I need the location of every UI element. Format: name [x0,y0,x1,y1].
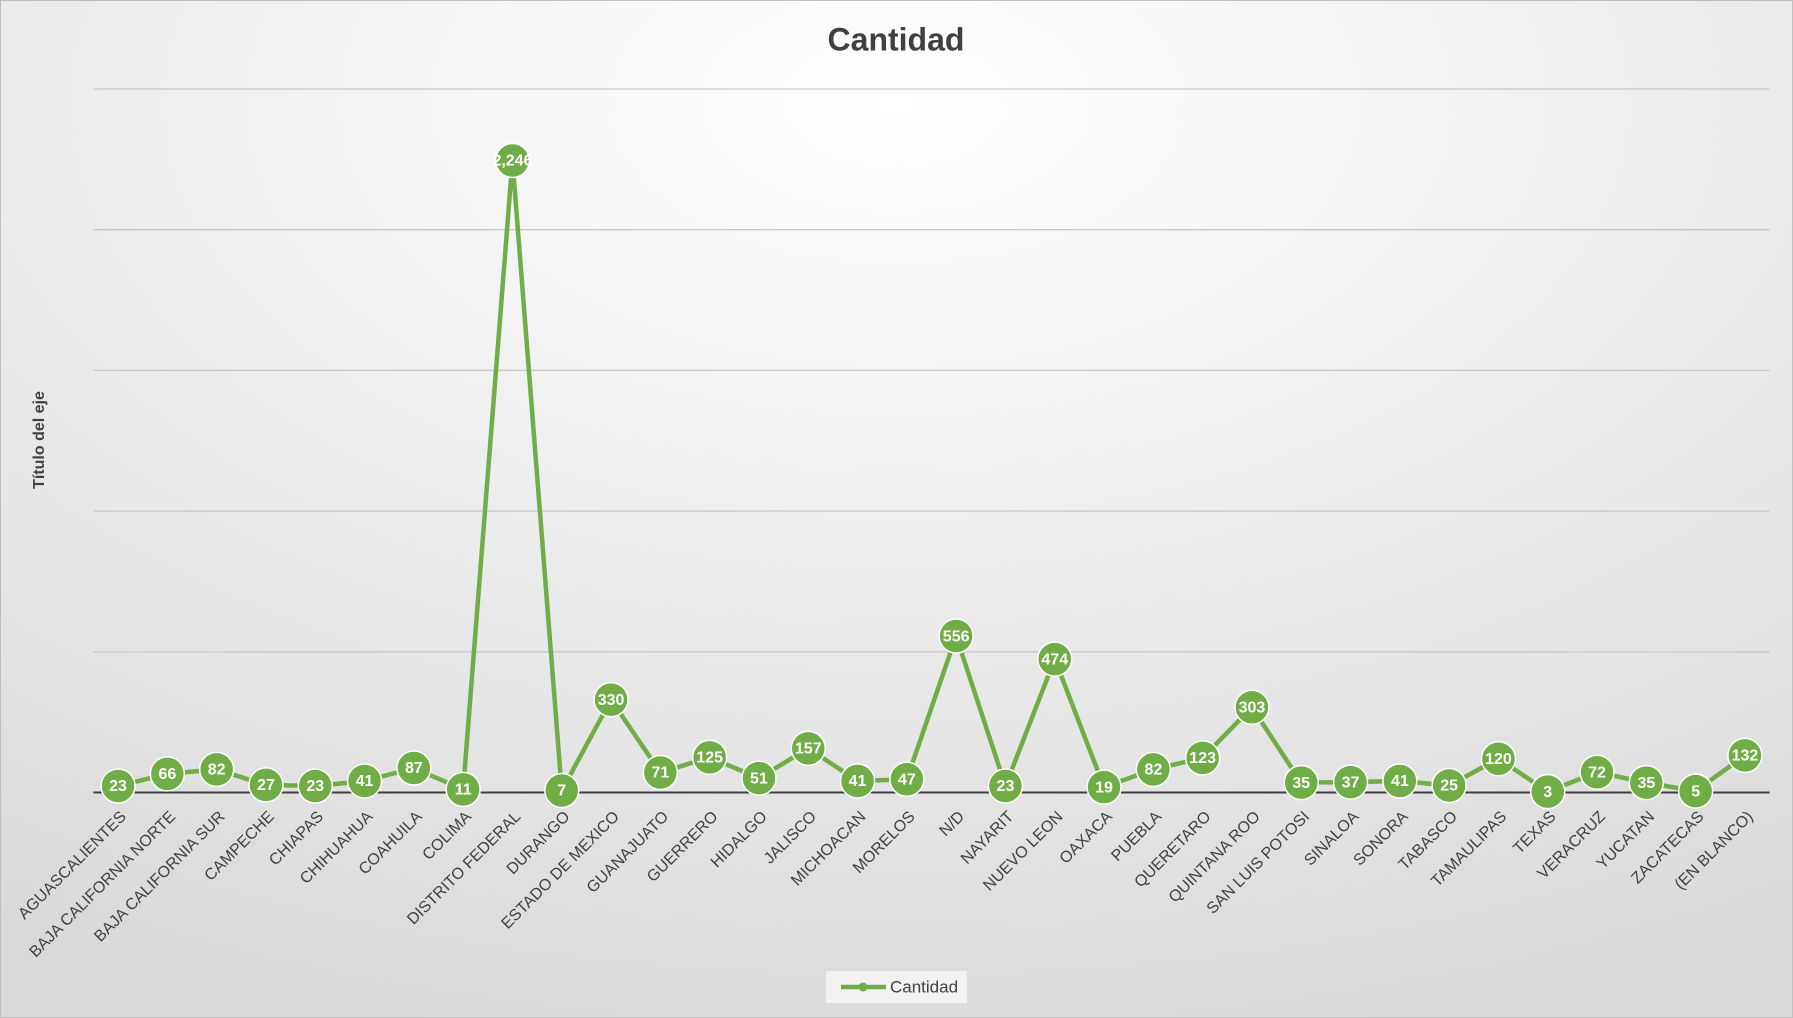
data-label: 41 [356,773,374,790]
data-label: 82 [208,762,226,779]
data-label: 11 [455,782,472,799]
data-label: 51 [750,770,768,787]
data-label: 71 [651,765,669,782]
data-label: 23 [109,778,127,795]
data-label: 556 [943,628,970,645]
data-label: 66 [158,766,176,783]
legend-marker [858,982,868,992]
data-label: 330 [598,692,625,709]
data-label: 19 [1095,779,1113,796]
series-line [117,158,1747,794]
data-label: 474 [1041,651,1068,668]
data-point [1283,764,1319,801]
data-label: 35 [1637,775,1655,792]
chart-title: Cantidad [828,21,965,57]
data-label: 23 [997,778,1015,795]
data-point [889,761,925,798]
data-point [987,768,1024,804]
data-point [1332,764,1369,800]
data-point [1579,754,1615,790]
data-point [691,739,728,776]
data-label: 25 [1440,778,1458,795]
data-point [149,756,186,792]
data-label: 125 [696,750,723,767]
data-point [1382,763,1418,799]
data-label: 3 [1543,784,1552,801]
data-point [1628,764,1665,801]
data-point [938,618,974,654]
data-point [445,771,481,808]
data-point [1086,769,1122,805]
data-label: 7 [557,783,566,800]
data-point [1135,751,1172,788]
legend-label: Cantidad [890,977,958,996]
y-axis-title: Título del eje [31,391,48,489]
data-label: 72 [1588,764,1606,781]
data-point [198,751,235,788]
data-label: 132 [1732,748,1759,765]
legend: Cantidad [826,971,967,1003]
data-label: 35 [1292,775,1310,792]
data-point [1184,740,1221,776]
data-point [297,768,333,804]
data-point [1727,737,1763,774]
data-label: 120 [1485,751,1512,768]
data-label: 82 [1144,762,1162,779]
data-point [1530,773,1566,810]
data-label: 157 [795,741,822,758]
data-point [1037,641,1073,677]
data-label: 87 [405,760,423,777]
data-label: 23 [306,778,324,795]
data-point [1677,773,1714,809]
data-point [346,763,383,799]
data-point [396,750,432,786]
data-point [741,760,777,796]
data-label: 2,246 [492,153,532,170]
data-point [1480,740,1517,777]
data-point [642,754,679,791]
data-point [544,772,580,809]
data-label: 27 [257,777,275,794]
data-point [100,768,136,804]
data-label: 303 [1239,699,1266,716]
data-label: 37 [1342,774,1360,791]
data-label: 47 [898,771,916,788]
data-label: 123 [1189,750,1216,767]
data-point [494,142,531,179]
data-label: 41 [849,773,867,790]
data-point [248,767,284,803]
data-point [1234,689,1270,725]
data-point [593,681,629,718]
data-point [839,763,876,799]
data-label: 5 [1691,783,1700,800]
data-label: 41 [1391,773,1409,790]
data-point [1431,767,1467,804]
data-point [790,730,826,767]
